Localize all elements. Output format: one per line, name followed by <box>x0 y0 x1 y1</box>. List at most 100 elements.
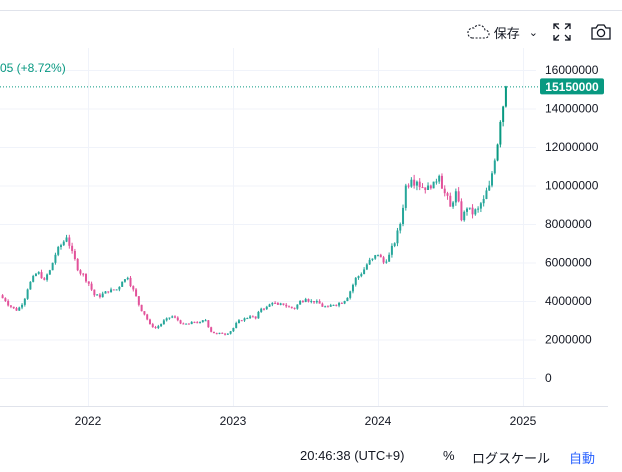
x-tick-label: 2023 <box>220 414 247 428</box>
x-axis[interactable]: 2022 2023 2024 2025 <box>75 414 537 428</box>
candle-body <box>210 327 213 332</box>
candle-body <box>371 258 374 260</box>
candle-body <box>199 322 202 324</box>
chevron-down-icon[interactable]: ⌄ <box>528 26 538 39</box>
candle-body <box>349 291 352 298</box>
candle-body <box>413 179 416 186</box>
candle-body <box>354 277 357 285</box>
candle-body <box>15 308 18 311</box>
candle-body <box>171 316 174 318</box>
candle-body <box>357 276 360 278</box>
candle-body <box>279 303 282 305</box>
candle-body <box>285 304 288 307</box>
candle-body <box>468 207 471 209</box>
candle-body <box>293 307 296 309</box>
candle-body <box>346 297 349 301</box>
save-label: 保存 <box>493 25 520 41</box>
candle-body <box>29 281 32 290</box>
candle-body <box>251 316 254 318</box>
y-axis[interactable]: 0 2000000 4000000 6000000 8000000 10000000 120… <box>545 63 599 385</box>
candle-body <box>274 302 277 304</box>
candle-body <box>438 175 441 182</box>
candle-body <box>260 308 263 312</box>
candle-body <box>257 311 260 319</box>
candle-body <box>240 320 243 322</box>
candle-body <box>296 304 299 309</box>
candle-body <box>429 185 432 189</box>
candle-body <box>85 274 88 282</box>
candle-body <box>399 224 402 231</box>
candle-body <box>207 320 210 328</box>
candle-body <box>502 106 505 122</box>
candle-body <box>135 289 138 297</box>
candle-body <box>368 259 371 265</box>
candle-body <box>46 274 49 280</box>
candle-body <box>377 254 379 256</box>
candle-body <box>146 314 149 320</box>
candle-body <box>32 275 35 282</box>
candle-body <box>176 317 179 321</box>
candle-body <box>454 191 457 203</box>
candle-body <box>96 294 99 296</box>
percent-toggle[interactable]: % <box>443 448 455 463</box>
candle-body <box>463 211 466 221</box>
save-button[interactable]: 保存 ⌄ <box>465 20 538 44</box>
fullscreen-icon <box>553 23 571 41</box>
candle-body <box>496 144 499 161</box>
screenshot-button[interactable] <box>590 20 622 44</box>
candle-body <box>82 273 85 275</box>
candle-body <box>396 230 399 244</box>
candle-body <box>421 187 424 189</box>
candle-body <box>407 185 410 187</box>
x-tick-label: 2022 <box>75 414 102 428</box>
candle-body <box>34 273 37 276</box>
candle-body <box>101 293 104 298</box>
candle-body <box>307 299 310 302</box>
fullscreen-button[interactable] <box>552 20 590 44</box>
candle-body <box>107 291 110 293</box>
candle-body <box>237 320 240 323</box>
clock-time[interactable]: 20:46:38 (UTC+9) <box>300 448 405 463</box>
candle-body <box>37 272 40 274</box>
y-tick-label: 14000000 <box>545 102 599 116</box>
candle-body <box>360 274 363 277</box>
log-scale-toggle[interactable]: ログスケール <box>472 451 551 466</box>
candle-body <box>457 191 460 202</box>
camera-icon <box>591 24 611 40</box>
candle-body <box>162 320 165 325</box>
candle-body <box>23 298 26 305</box>
candle-body <box>491 173 494 186</box>
candle-body <box>187 323 190 325</box>
candle-body <box>121 281 124 287</box>
candle-body <box>460 201 463 221</box>
candle-body <box>338 302 341 306</box>
candle-body <box>93 289 96 296</box>
candle-body <box>440 175 443 189</box>
y-tick-label: 6000000 <box>545 256 592 270</box>
candle-body <box>204 320 207 322</box>
candle-body <box>393 243 396 246</box>
auto-scale-toggle[interactable]: 自動 <box>569 451 596 466</box>
candle-body <box>104 291 107 294</box>
candle-body <box>224 333 227 335</box>
candle-body <box>443 188 446 194</box>
y-tick-label: 8000000 <box>545 217 592 231</box>
candle-body <box>221 332 224 334</box>
candle-body <box>321 303 324 307</box>
candle-body <box>7 301 10 306</box>
candle-body <box>126 277 129 280</box>
candle-body <box>388 254 391 262</box>
chart-toolbar: 保存 ⌄ <box>465 20 622 44</box>
candle-body <box>351 284 354 292</box>
candle-body <box>390 245 393 255</box>
x-tick-label: 2025 <box>510 414 537 428</box>
candle-body <box>110 289 113 293</box>
candle-body <box>118 286 121 290</box>
candle-body <box>196 322 199 324</box>
candle-body <box>9 305 12 307</box>
candle-body <box>318 301 321 304</box>
candle-body <box>160 324 163 327</box>
candle-body <box>288 306 291 308</box>
y-tick-label: 10000000 <box>545 179 599 193</box>
